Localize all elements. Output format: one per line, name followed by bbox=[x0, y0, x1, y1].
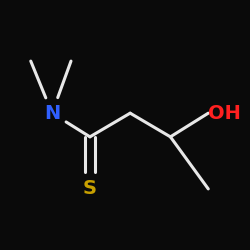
Text: N: N bbox=[44, 104, 60, 123]
Text: S: S bbox=[83, 180, 97, 199]
Text: OH: OH bbox=[208, 104, 241, 123]
